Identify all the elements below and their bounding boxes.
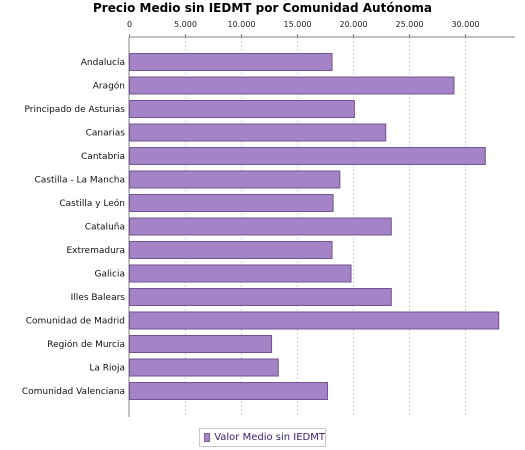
x-tick-label: 25.000: [396, 20, 424, 29]
bars: [129, 53, 500, 400]
bar: [129, 53, 333, 71]
bar: [129, 194, 334, 212]
category-label: Galicia: [95, 270, 125, 280]
bar: [129, 123, 387, 142]
category-label: La Rioja: [89, 364, 125, 374]
bar: [129, 382, 329, 400]
bar: [129, 76, 455, 95]
category-label: Región de Murcia: [47, 339, 125, 350]
x-tick-label: 0: [127, 20, 132, 29]
bar: [129, 358, 279, 377]
category-label: Castilla y León: [59, 198, 125, 209]
category-label: Cataluña: [85, 223, 125, 233]
x-tick-label: 30.000: [452, 20, 480, 29]
x-tick-label: 5.000: [174, 20, 197, 29]
legend: Valor Medio sin IEDMT: [199, 428, 326, 447]
chart-title: Precio Medio sin IEDMT por Comunidad Aut…: [93, 1, 432, 15]
category-label: Comunidad Valenciana: [22, 387, 125, 397]
category-label: Principado de Asturias: [24, 105, 125, 115]
bar: [129, 241, 333, 259]
category-label: Aragón: [93, 81, 125, 92]
x-axis: 0 5.000 10.000 15.000 20.000 25.000 30.000: [127, 20, 515, 417]
x-tick-label: 10.000: [228, 20, 256, 29]
category-label: Cantabria: [81, 152, 125, 162]
bar: [129, 100, 355, 118]
bar: [129, 217, 392, 236]
category-label: Extremadura: [67, 246, 126, 256]
category-label: Canarias: [86, 129, 126, 139]
category-label: Comunidad de Madrid: [26, 317, 125, 327]
bar: [129, 147, 486, 165]
category-label: Andalucía: [81, 58, 125, 68]
legend-label: Valor Medio sin IEDMT: [214, 432, 325, 443]
category-label: Illes Balears: [71, 293, 126, 303]
bar: [129, 335, 273, 353]
legend-swatch: [204, 433, 211, 442]
bar: [129, 311, 500, 330]
bar: [129, 264, 352, 283]
bar: [129, 170, 341, 189]
x-tick-label: 20.000: [340, 20, 368, 29]
bar: [129, 288, 392, 306]
category-labels: Andalucía Aragón Principado de Asturias Can…: [22, 58, 125, 397]
category-label: Castilla - La Mancha: [34, 176, 125, 186]
x-tick-label: 15.000: [284, 20, 312, 29]
